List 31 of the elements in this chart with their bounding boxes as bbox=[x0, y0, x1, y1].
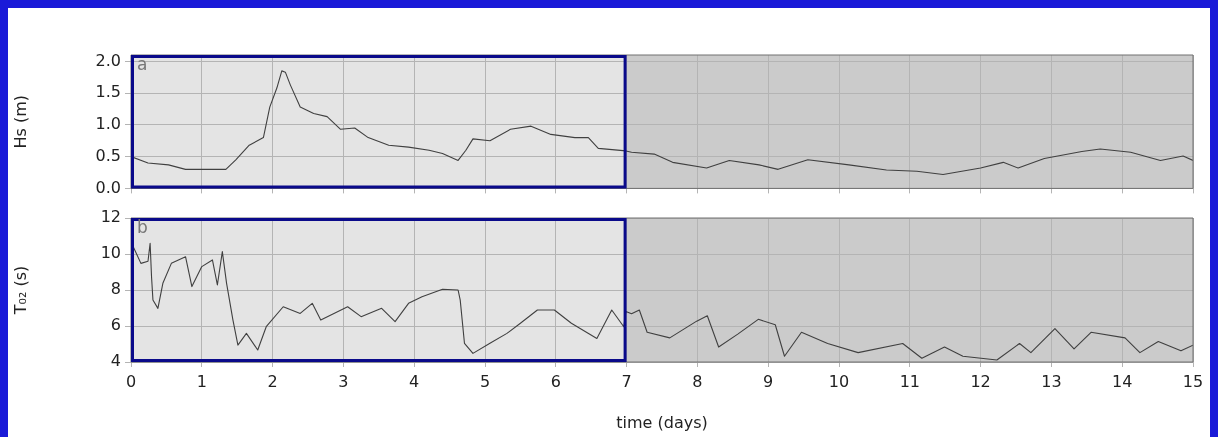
x-tick-label: 9 bbox=[763, 371, 774, 391]
y-tick-label: 10 bbox=[100, 243, 121, 263]
annotation: b bbox=[137, 216, 148, 237]
y-tick-label: 0.5 bbox=[95, 145, 121, 165]
y-tick-label: 4 bbox=[110, 351, 121, 371]
x-tick-label: 10 bbox=[828, 371, 850, 391]
y-tick-label: 1.0 bbox=[95, 114, 121, 134]
x-tick-label: 12 bbox=[970, 371, 991, 391]
x-tick-label: 6 bbox=[550, 371, 561, 391]
y-axis-title: Hs (m) bbox=[10, 94, 30, 149]
x-tick-label: 4 bbox=[409, 371, 420, 391]
x-tick-label: 1 bbox=[196, 371, 207, 391]
y-tick-label: 8 bbox=[110, 279, 121, 299]
y-tick-label: 12 bbox=[100, 207, 121, 227]
y-tick-label: 6 bbox=[110, 315, 121, 335]
x-tick-label: 15 bbox=[1182, 371, 1204, 391]
x-axis-title: time (days) bbox=[616, 412, 708, 432]
y-tick-label: 1.5 bbox=[95, 82, 121, 102]
x-tick-label: 8 bbox=[692, 371, 703, 391]
x-tick-label: 0 bbox=[125, 371, 137, 391]
y-axis-title: T₀₂ (s) bbox=[10, 265, 30, 316]
annotation: a bbox=[137, 53, 148, 74]
x-tick-label: 2 bbox=[267, 371, 278, 391]
y-tick-label: 0.0 bbox=[95, 177, 121, 197]
x-tick-label: 3 bbox=[338, 371, 349, 391]
x-tick-label: 14 bbox=[1112, 371, 1133, 391]
y-tick-label: 2.0 bbox=[95, 50, 121, 70]
x-tick-label: 5 bbox=[479, 371, 491, 391]
x-tick-label: 11 bbox=[899, 371, 920, 391]
x-tick-label: 7 bbox=[621, 371, 632, 391]
x-tick-label: 13 bbox=[1041, 371, 1062, 391]
